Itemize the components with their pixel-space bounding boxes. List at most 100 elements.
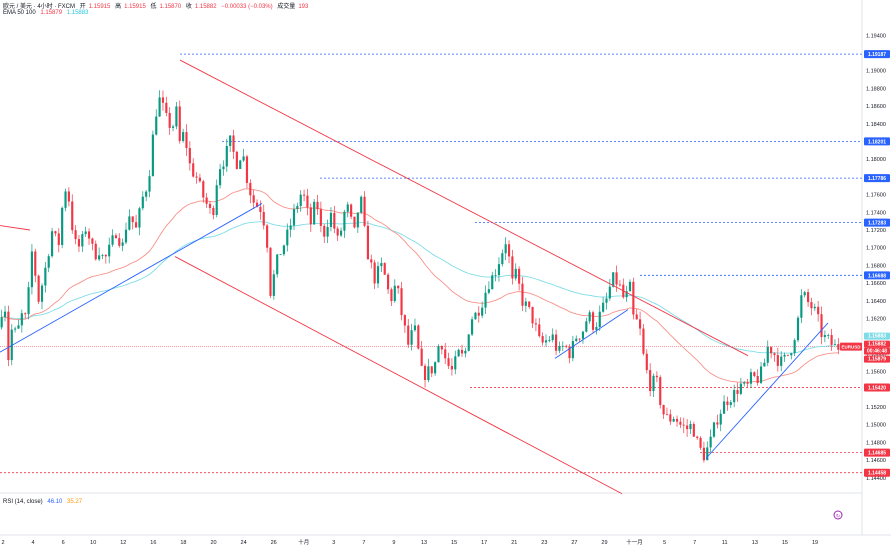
candle-body [165,102,168,113]
y-tick-label: 1.16200 [866,317,886,323]
channel-upper-line[interactable] [179,59,749,357]
candle-body [753,372,756,376]
candle-body [98,255,101,260]
candle-body [383,263,386,275]
candle-body [346,204,349,212]
candle-body [450,365,453,370]
candle-body [420,348,423,366]
candle-body [229,135,232,146]
ema50-value: 1.15879 [40,10,63,16]
candle-body [672,418,675,422]
candle-body [712,422,716,437]
candle-body [319,209,322,226]
candle-body [245,156,249,183]
candle-body [202,181,205,198]
trend-3-line[interactable] [705,322,829,459]
rsi-legend[interactable]: RSI (14, close) 46.10 35.27 [3,499,85,505]
candle-body [534,323,537,325]
candle-body [124,229,128,243]
candle-body [625,291,628,298]
price-level-tag-label: 1.18201 [868,139,886,145]
candle-body [343,211,346,231]
x-tick-label: 13 [421,540,427,546]
y-tick-label: 1.15200 [866,405,886,411]
candle-body [524,301,527,306]
y-tick-label: 1.17600 [866,193,886,199]
candle-body [823,335,826,337]
candle-body [108,244,111,257]
candle-body [689,423,692,430]
y-tick-label: 1.17000 [866,246,886,252]
candle-body [729,402,732,405]
candle-body [501,253,504,265]
candle-body [182,132,185,142]
alert-icon[interactable] [833,510,843,520]
candle-body [101,255,104,256]
candle-body [222,166,225,170]
open-value: 1.15915 [88,4,111,10]
candle-body [487,289,490,293]
channel-lower-line[interactable] [174,256,623,495]
candle-body [514,268,517,279]
candle-body [373,262,376,284]
y-tick-label: 1.16400 [866,299,886,305]
trend-1-line[interactable] [0,203,263,353]
price-level-tag-label: 1.19187 [868,52,886,58]
y-tick-label: 1.18400 [866,122,886,128]
candle-body [440,345,443,350]
candle-body [114,235,117,239]
x-tick-label: 15 [782,540,788,546]
candle-body [739,383,742,394]
ema100-tag [864,332,890,340]
candle-body [608,286,611,299]
change-value: −0.00033 (−0.03%) [221,4,273,10]
ema-legend[interactable]: EMA 50 100 1.15879 1.15883 [3,10,91,16]
trend-2-line[interactable] [554,309,629,359]
x-tick-label: 十一月 [626,538,643,546]
candle-body [813,306,816,309]
candle-body [413,325,417,331]
candle-body [800,295,803,318]
y-tick-label: 1.17200 [866,228,886,234]
candle-body [696,436,699,438]
candle-body [497,264,501,276]
candle-body [780,356,783,366]
candle-body [286,229,289,246]
price-level-tag-label: 1.14685 [868,451,886,457]
price-level-tag-label: 1.17786 [868,176,886,182]
volume-value: 193 [298,4,309,10]
candle-body [628,281,632,292]
candle-body [57,233,60,245]
symbol-header: 欧元 / 美元 · 4小时 · FXCM 开 1.15915 高 1.15915 低… [3,1,311,10]
candle-body [454,356,457,370]
candle-body [249,182,252,196]
candle-body [598,311,601,328]
candle-body [178,106,181,142]
candle-body [279,254,282,256]
x-tick-label: 23 [541,540,547,546]
price-level-tag [864,468,890,477]
candle-body [568,346,571,359]
candle-body [323,225,326,237]
x-tick-label: 10 [90,540,96,546]
candle-body [827,334,830,336]
stub-line-line[interactable] [0,225,31,231]
candle-body [289,225,292,230]
candle-body [329,212,333,227]
candle-body [138,208,141,228]
candle-body [3,311,7,318]
candle-body [669,414,672,422]
candle-body [575,338,578,342]
open-label: 开 [79,4,86,10]
candle-body [571,341,574,359]
candle-body [353,216,356,228]
candle-body [30,251,33,288]
candle-body [531,306,534,324]
x-tick-label: 18 [180,540,186,546]
candle-body [407,325,410,345]
ema100-value: 1.15883 [66,10,89,16]
last-price-tag-label: 1.15882 [868,342,886,348]
y-tick-label: 1.15000 [866,423,886,429]
